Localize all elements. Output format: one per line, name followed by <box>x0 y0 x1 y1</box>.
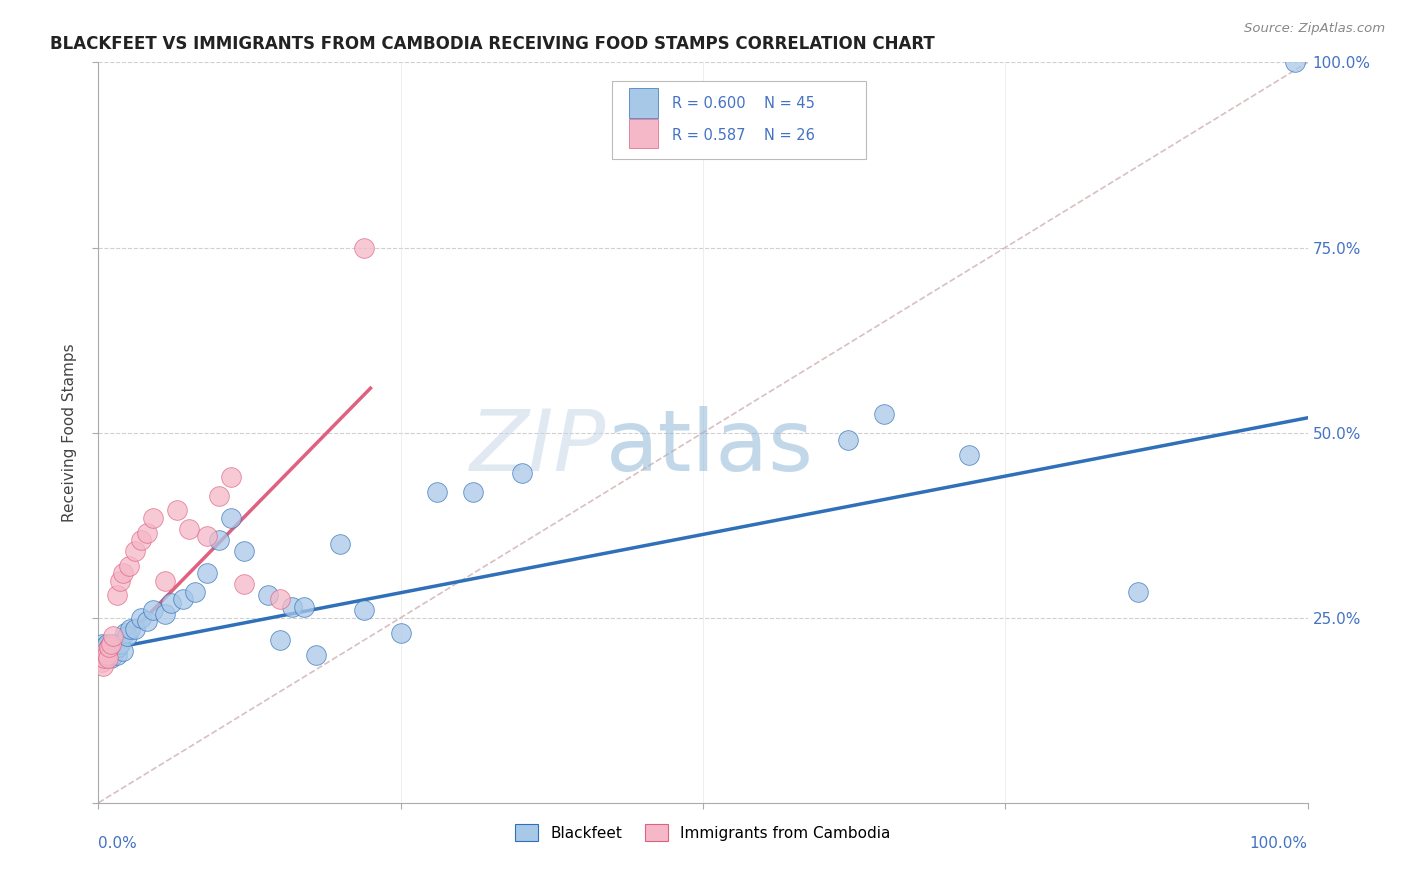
Point <box>1284 55 1306 70</box>
Point <box>463 484 485 499</box>
Point <box>97 651 120 665</box>
Point <box>208 533 231 547</box>
Point <box>179 522 201 536</box>
Point <box>91 655 114 669</box>
Point <box>124 622 146 636</box>
Point <box>292 599 315 614</box>
Point <box>957 448 980 462</box>
Text: ZIP: ZIP <box>470 406 606 489</box>
Point <box>221 470 243 484</box>
Point <box>426 484 449 499</box>
Text: atlas: atlas <box>606 406 814 489</box>
Point <box>91 637 114 651</box>
Y-axis label: Receiving Food Stamps: Receiving Food Stamps <box>62 343 77 522</box>
Point <box>114 625 136 640</box>
Point <box>118 622 141 636</box>
Point <box>221 510 243 524</box>
Point <box>873 407 896 421</box>
Point <box>256 589 278 603</box>
Point <box>101 648 124 662</box>
Point <box>108 637 131 651</box>
Point <box>111 566 134 581</box>
Point <box>101 629 124 643</box>
Point <box>93 640 115 655</box>
Point <box>329 536 352 550</box>
Point <box>208 489 231 503</box>
Text: Source: ZipAtlas.com: Source: ZipAtlas.com <box>1244 22 1385 36</box>
Point <box>124 544 146 558</box>
Point <box>166 503 188 517</box>
Point <box>96 637 118 651</box>
Point <box>142 510 165 524</box>
Point <box>353 603 375 617</box>
Text: BLACKFEET VS IMMIGRANTS FROM CAMBODIA RECEIVING FOOD STAMPS CORRELATION CHART: BLACKFEET VS IMMIGRANTS FROM CAMBODIA RE… <box>51 35 935 53</box>
Point <box>142 603 165 617</box>
Point <box>160 596 183 610</box>
Point <box>1128 584 1150 599</box>
Point <box>135 525 157 540</box>
Point <box>100 637 122 651</box>
Point <box>153 607 176 621</box>
Point <box>91 644 114 658</box>
Point <box>98 640 121 655</box>
Point <box>135 615 157 629</box>
Point <box>105 648 128 662</box>
Point <box>172 592 194 607</box>
Point <box>94 644 117 658</box>
Point <box>111 644 134 658</box>
FancyBboxPatch shape <box>613 81 866 159</box>
Point <box>353 240 375 255</box>
Point <box>281 599 304 614</box>
Text: 0.0%: 0.0% <box>98 836 138 851</box>
Point <box>118 558 141 573</box>
Point <box>232 544 254 558</box>
Text: R = 0.587    N = 26: R = 0.587 N = 26 <box>672 128 814 144</box>
Point <box>129 610 152 624</box>
Point <box>91 658 114 673</box>
Point <box>129 533 152 547</box>
Point <box>837 433 859 447</box>
Point <box>98 640 121 655</box>
Point <box>389 625 412 640</box>
Point <box>107 640 129 655</box>
Text: 100.0%: 100.0% <box>1250 836 1308 851</box>
Point <box>117 629 139 643</box>
Point <box>103 637 125 651</box>
Point <box>96 648 118 662</box>
Point <box>93 651 115 665</box>
Point <box>105 589 128 603</box>
Point <box>269 592 291 607</box>
Point <box>97 644 120 658</box>
Point <box>195 566 218 581</box>
Point <box>305 648 328 662</box>
Point <box>269 632 291 647</box>
Point <box>94 648 117 662</box>
Point <box>232 577 254 591</box>
Point <box>184 584 207 599</box>
FancyBboxPatch shape <box>630 88 658 118</box>
Point <box>510 467 533 481</box>
FancyBboxPatch shape <box>630 119 658 148</box>
Point <box>100 651 122 665</box>
Legend: Blackfeet, Immigrants from Cambodia: Blackfeet, Immigrants from Cambodia <box>509 818 897 847</box>
Point <box>153 574 176 588</box>
Point <box>195 529 218 543</box>
Point <box>108 574 131 588</box>
Text: R = 0.600    N = 45: R = 0.600 N = 45 <box>672 96 814 112</box>
